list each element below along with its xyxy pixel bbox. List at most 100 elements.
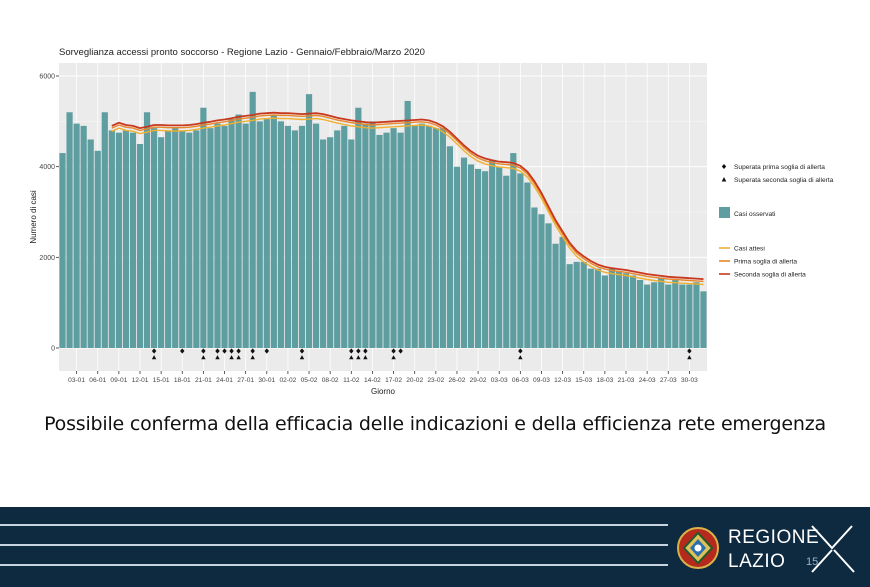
legend-label: Superata prima soglia di allerta: [734, 164, 825, 171]
bar: [482, 171, 489, 348]
bar: [439, 128, 446, 348]
bar: [411, 125, 418, 348]
x-axis-ticks: 03-01 06-01 09-01 12-01 15-01 18-01 21-01 24-01…: [68, 371, 698, 384]
bar: [228, 119, 235, 348]
legend: Superata prima soglia di allerta Superata…: [719, 164, 834, 279]
x-tick-label: 30-01: [258, 377, 275, 384]
x-tick-label: 02-02: [279, 377, 296, 384]
bar: [249, 91, 256, 348]
x-tick-label: 06-03: [512, 377, 529, 384]
bar: [418, 123, 425, 348]
bar: [221, 125, 228, 348]
prima-soglia-marker: [398, 348, 403, 354]
prima-soglia-marker: [229, 348, 234, 354]
bar: [559, 236, 566, 348]
bar: [362, 123, 369, 348]
prima-soglia-marker: [264, 348, 269, 354]
seconda-soglia-marker: [363, 355, 368, 360]
series-line: [111, 117, 704, 286]
regione-lazio-emblem-icon: [676, 526, 720, 570]
bar: [87, 139, 94, 348]
bar: [136, 144, 144, 348]
y-tick-label: 6000: [39, 74, 55, 81]
prima-soglia-marker: [180, 348, 185, 354]
x-tick-label: 21-01: [195, 377, 212, 384]
bar: [686, 284, 693, 348]
bar: [636, 280, 644, 348]
bar: [108, 130, 115, 348]
x-tick-label: 17-02: [385, 377, 402, 384]
chart-title: Sorveglianza accessi pronto soccorso - R…: [59, 47, 425, 58]
x-tick-label: 24-01: [216, 377, 233, 384]
bar: [312, 123, 320, 348]
bar: [432, 128, 439, 348]
bar: [672, 280, 679, 348]
bar: [608, 268, 616, 348]
bar: [615, 270, 623, 348]
bar: [700, 291, 707, 348]
bar: [573, 261, 580, 348]
bar: [496, 166, 503, 348]
bar: [327, 137, 334, 348]
bar: [545, 223, 552, 348]
bar: [59, 153, 66, 348]
bar: [531, 207, 538, 348]
bar: [305, 94, 313, 348]
bar: [73, 123, 80, 348]
legend-label: Seconda soglia di allerta: [734, 272, 806, 279]
chart: Sorveglianza accessi pronto soccorso - R…: [29, 47, 834, 396]
x-tick-label: 03-03: [491, 377, 508, 384]
bar: [665, 284, 672, 348]
bar: [355, 107, 362, 348]
series-line: [111, 111, 704, 280]
series-line: [111, 114, 704, 283]
legend-label: Casi osservati: [734, 211, 776, 218]
y-tick-label: 2000: [39, 255, 55, 262]
seconda-soglia-marker: [299, 355, 305, 360]
legend-triangle-icon: [721, 177, 727, 182]
seconda-soglia-marker: [215, 355, 220, 360]
bar: [256, 121, 263, 348]
seconda-soglia-marker: [201, 355, 206, 360]
bars: [59, 91, 707, 349]
logo-chevrons-icon: [811, 525, 855, 573]
bar: [150, 128, 158, 348]
prima-soglia-marker: [151, 348, 157, 354]
bar: [200, 107, 207, 348]
bar: [383, 132, 390, 348]
bar: [165, 130, 172, 348]
bar: [80, 125, 87, 348]
bar: [341, 125, 348, 348]
seconda-soglia-marker: [391, 355, 396, 360]
bar: [291, 130, 299, 348]
bar: [594, 268, 601, 348]
prima-soglia-marker: [236, 348, 241, 354]
prima-soglia-marker: [356, 348, 361, 354]
bar: [66, 112, 73, 349]
x-tick-label: 20-02: [406, 377, 423, 384]
prima-soglia-marker: [363, 348, 368, 354]
bar: [622, 273, 630, 348]
bar: [263, 119, 270, 348]
bar: [489, 159, 496, 348]
bar: [101, 112, 108, 349]
y-tick-label: 4000: [39, 164, 55, 171]
x-tick-label: 15-03: [575, 377, 592, 384]
bar: [207, 128, 214, 348]
footer-stripe-3: [0, 564, 668, 566]
bar: [348, 139, 355, 348]
legend-box-icon: [719, 207, 730, 218]
legend-label: Casi attesi: [734, 246, 765, 253]
footer-stripe-1: [0, 524, 668, 526]
bar: [390, 128, 397, 348]
bar: [404, 100, 411, 348]
seconda-soglia-marker: [687, 355, 692, 360]
y-axis-label: Numero di casi: [29, 190, 38, 244]
prima-soglia-marker: [222, 348, 227, 354]
x-tick-label: 03-01: [68, 377, 85, 384]
bar: [693, 282, 700, 348]
bar: [122, 130, 130, 348]
bar: [376, 134, 383, 348]
x-tick-label: 09-03: [533, 377, 550, 384]
seconda-soglia-marker: [349, 355, 354, 360]
